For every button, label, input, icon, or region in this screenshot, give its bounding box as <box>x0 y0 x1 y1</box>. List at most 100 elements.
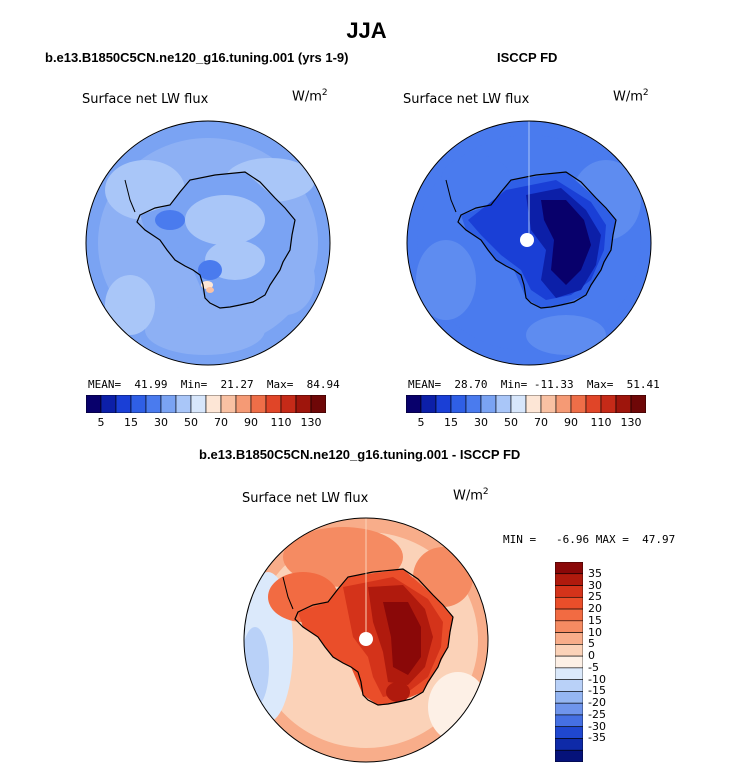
obs-plot-label: Surface net LW flux <box>403 92 530 107</box>
model-colorbar-tick-label: 110 <box>270 416 292 429</box>
obs-colorbar-tick-label: 5 <box>417 416 425 429</box>
diff-colorbar-swatch <box>555 608 583 622</box>
model-colorbar-swatch <box>250 395 267 413</box>
model-min: 21.27 <box>220 378 254 391</box>
model-panel-title: b.e13.B1850C5CN.ne120_g16.tuning.001 (yr… <box>45 50 349 65</box>
model-units: W/m2 <box>292 88 328 105</box>
diff-plot-label: Surface net LW flux <box>242 491 369 506</box>
diff-colorbar-swatch <box>555 667 583 680</box>
obs-colorbar-tick-label: 30 <box>474 416 488 429</box>
obs-colorbar-swatch <box>570 395 587 413</box>
diff-colorbar-tick-label: 20 <box>588 602 602 616</box>
diff-colorbar <box>555 562 583 762</box>
diff-max: 47.97 <box>642 533 676 546</box>
model-colorbar-swatch <box>130 395 147 413</box>
obs-colorbar-ticks: 5 15 30 50 70 90 110 130 <box>406 414 646 430</box>
diff-colorbar-tick-label: 15 <box>588 613 602 627</box>
model-max: 84.94 <box>306 378 340 391</box>
obs-colorbar-swatch <box>495 395 512 413</box>
diff-colorbar-swatch <box>555 596 583 610</box>
model-min-label: Min= <box>180 378 208 391</box>
diff-colorbar-swatch <box>555 620 583 633</box>
model-colorbar-tick-label: 15 <box>124 416 138 429</box>
diff-colorbar-tick-label: 35 <box>588 566 602 580</box>
diff-colorbar-ticks: 35 30 25 20 15 10 5 0 -5 -10 -15 -20 -25 -30 -35 <box>586 562 626 762</box>
diff-max-label: MAX = <box>595 533 629 546</box>
model-colorbar-tick-label: 70 <box>214 416 228 429</box>
diff-colorbar-tick-label: 0 <box>588 649 595 663</box>
obs-colorbar-swatch <box>540 395 557 413</box>
obs-colorbar-tick-label: 50 <box>504 416 518 429</box>
diff-panel-title: b.e13.B1850C5CN.ne120_g16.tuning.001 - I… <box>199 447 521 462</box>
diff-colorbar-swatch <box>555 714 583 728</box>
diff-colorbar-swatch <box>555 655 583 669</box>
diff-colorbar-tick-label: -25 <box>588 707 606 721</box>
model-colorbar-tick-label: 30 <box>154 416 168 429</box>
model-colorbar-swatch <box>205 395 222 413</box>
obs-colorbar-tick-label: 70 <box>534 416 548 429</box>
diff-min-label: MIN = <box>503 533 537 546</box>
obs-colorbar-swatch <box>630 395 646 413</box>
diff-colorbar-tick-label: 5 <box>588 637 595 651</box>
model-colorbar-swatch <box>115 395 132 413</box>
diff-units: W/m2 <box>453 487 489 504</box>
obs-max: 51.41 <box>626 378 660 391</box>
obs-map <box>406 120 652 366</box>
diff-colorbar-tick-label: -20 <box>588 696 606 710</box>
obs-mean-label: MEAN= <box>408 378 442 391</box>
obs-colorbar-tick-label: 90 <box>564 416 578 429</box>
model-colorbar-swatch <box>145 395 162 413</box>
obs-mean: 28.70 <box>454 378 488 391</box>
obs-colorbar-swatch <box>406 395 422 413</box>
obs-colorbar-swatch <box>480 395 497 413</box>
model-colorbar-swatch <box>265 395 282 413</box>
obs-colorbar-swatch <box>420 395 437 413</box>
model-colorbar-swatch <box>295 395 312 413</box>
diff-colorbar-swatch <box>555 691 583 704</box>
diff-colorbar-tick-label: -10 <box>588 672 606 686</box>
diff-colorbar-tick-label: -30 <box>588 719 606 733</box>
diff-colorbar-tick-label: 30 <box>588 578 602 592</box>
model-colorbar-swatch <box>190 395 207 413</box>
model-colorbar-tick-label: 5 <box>97 416 105 429</box>
obs-colorbar-swatch <box>615 395 632 413</box>
diff-colorbar-tick-label: -15 <box>588 684 606 698</box>
model-colorbar-tick-label: 50 <box>184 416 198 429</box>
model-stats: MEAN= 41.99 Min= 21.27 Max= 84.94 <box>88 378 340 391</box>
obs-min: -11.33 <box>533 378 574 391</box>
obs-colorbar-tick-label: 110 <box>590 416 612 429</box>
obs-min-label: Min= <box>500 378 528 391</box>
model-colorbar-tick-label: 130 <box>300 416 322 429</box>
obs-colorbar-tick-label: 15 <box>444 416 458 429</box>
diff-min: -6.96 <box>556 533 590 546</box>
obs-max-label: Max= <box>586 378 614 391</box>
diff-colorbar-swatch <box>555 738 583 751</box>
model-colorbar-ticks: 5 15 30 50 70 90 110 130 <box>86 414 326 430</box>
obs-colorbar-swatch <box>525 395 542 413</box>
obs-panel-title: ISCCP FD <box>497 50 558 65</box>
diff-colorbar-swatch <box>555 562 583 575</box>
model-colorbar-swatch <box>235 395 252 413</box>
diff-colorbar-swatch <box>555 749 583 762</box>
diff-map <box>243 517 489 763</box>
model-colorbar-swatch <box>160 395 177 413</box>
obs-colorbar <box>406 395 646 413</box>
model-map <box>85 120 331 366</box>
model-colorbar-swatch <box>86 395 102 413</box>
diff-colorbar-tick-label: -5 <box>588 660 599 674</box>
obs-colorbar-swatch <box>510 395 527 413</box>
model-colorbar-swatch <box>175 395 192 413</box>
diff-colorbar-swatch <box>555 585 583 598</box>
model-colorbar <box>86 395 326 413</box>
model-colorbar-swatch <box>310 395 326 413</box>
obs-colorbar-swatch <box>465 395 482 413</box>
figure-title: JJA <box>346 18 387 43</box>
model-colorbar-swatch <box>220 395 237 413</box>
model-colorbar-swatch <box>100 395 117 413</box>
obs-colorbar-swatch <box>555 395 572 413</box>
diff-colorbar-swatch <box>555 726 583 739</box>
model-mean-label: MEAN= <box>88 378 122 391</box>
diff-colorbar-tick-label: -35 <box>588 731 606 745</box>
model-colorbar-tick-label: 90 <box>244 416 258 429</box>
diff-colorbar-swatch <box>555 573 583 586</box>
